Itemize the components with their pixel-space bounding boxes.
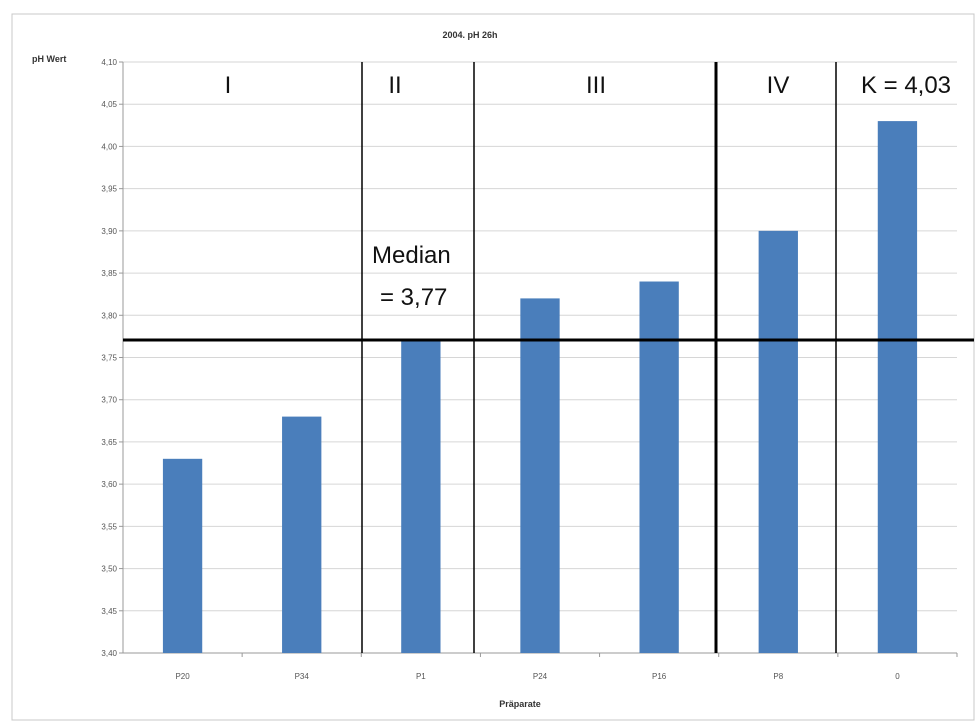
x-tick-label: 0 [895,672,900,681]
y-tick-label: 4,00 [101,142,117,151]
x-tick-labels: P20 P34 P1 P24 P16 P8 0 [175,653,958,681]
y-tick-label: 3,65 [101,438,117,447]
x-tick-label: P34 [295,672,310,681]
x-tick-label: P24 [533,672,548,681]
y-tick-label: 4,05 [101,100,117,109]
bar-p34 [282,416,322,653]
y-tick-label: 3,80 [101,311,117,320]
y-axis-title: pH Wert [32,54,66,64]
bars [162,121,918,654]
y-tick-label: 3,85 [101,269,117,278]
bar-p20 [162,458,203,653]
group-label-iii: III [586,72,606,99]
group-label-k: K = 4,03 [861,72,951,99]
y-tick-label: 3,95 [101,185,117,194]
group-label-ii: II [388,72,401,99]
y-tick-label: 3,55 [101,522,117,531]
x-tick-label: P20 [175,672,190,681]
bar-p8 [758,230,798,653]
y-tick-label: 3,75 [101,354,117,363]
x-tick-label: P16 [652,672,667,681]
median-label-line1: Median [372,242,451,269]
y-tick-label: 3,90 [101,227,117,236]
y-tick-label: 3,70 [101,396,117,405]
y-tick-label: 3,60 [101,480,117,489]
bar-p24 [520,298,560,653]
bar-p16 [639,281,679,653]
y-tick-label: 4,10 [101,58,117,67]
bar-p1 [401,340,441,653]
x-axis-title: Präparate [499,699,541,709]
y-tick-label: 3,40 [101,649,117,658]
group-label-iv: IV [767,72,790,99]
chart-frame [11,13,975,721]
chart-title: 2004. pH 26h [442,30,497,40]
x-tick-label: P1 [416,672,426,681]
group-label-i: I [225,72,232,99]
median-label-line2: = 3,77 [380,284,447,311]
y-tick-label: 3,50 [101,565,117,574]
x-tick-label: P8 [773,672,783,681]
y-tick-label: 3,45 [101,607,117,616]
bar-0 [877,121,918,654]
y-tick-labels: 3,40 3,45 3,50 3,55 3,60 3,65 3,70 3,75 3,80 3,85… [101,58,117,658]
annotations: I II III IV K = 4,03 Median = 3,77 [123,62,974,653]
